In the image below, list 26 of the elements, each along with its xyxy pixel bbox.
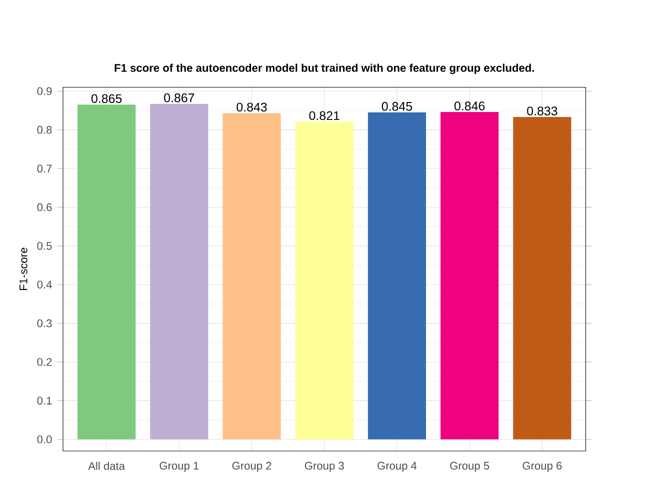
x-tick-label: Group 6 [522,462,562,472]
x-tick-label: Group 5 [450,462,490,472]
chart-title: F1 score of the autoencoder model but trained with one feature group excluded. [114,64,534,74]
x-tick-label: Group 3 [304,462,344,472]
text: 0.6 [37,203,52,212]
data-label: 0.865 [91,94,122,104]
data-label: 0.845 [382,102,412,111]
text: 0.5 [37,242,52,250]
text: 0.0 [37,435,52,444]
data-label: 0.821 [309,111,340,120]
data-label: 0.833 [527,106,558,116]
text: 0.4 [37,280,52,289]
text: 0.1 [37,396,52,405]
x-tick-label: All data [88,462,126,470]
text: 0.9 [37,87,52,96]
x-tick-label: Group 1 [160,462,199,472]
text: 0.8 [37,126,52,134]
data-label: 0.867 [164,93,194,102]
data-label: 0.843 [236,102,267,112]
text: 0.2 [37,358,52,366]
text: 0.3 [37,319,52,328]
y-axis-title: F1-score [20,248,28,290]
x-tick-label: Group 4 [378,462,417,472]
data-label: 0.846 [454,102,485,110]
text: 0.7 [37,164,52,172]
x-tick-label: Group 2 [232,462,272,472]
